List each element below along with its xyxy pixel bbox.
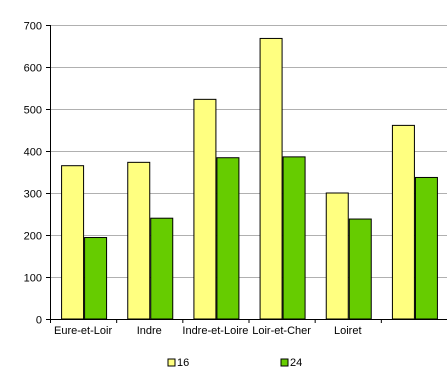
legend-swatch-16 (167, 358, 176, 367)
legend-label-24: 24 (290, 357, 302, 369)
bar-24-Loiret (348, 218, 372, 320)
bar-16-unlabeled (391, 124, 415, 320)
x-tick-label: Loiret (334, 325, 362, 337)
y-tick-label: 400 (24, 147, 42, 159)
legend-label-16: 16 (177, 357, 189, 369)
x-tick-label: Indre (137, 325, 162, 337)
bar-24-Indre (150, 217, 174, 320)
y-axis-ticks: 0 100 200 300 400 500 600 700 (24, 21, 51, 327)
gridlines (50, 25, 447, 278)
x-tick-label: Indre-et-Loire (182, 325, 248, 337)
bar-24-Eure-et-Loir (84, 237, 108, 320)
bar-16-Loir-et-Cher (259, 37, 283, 320)
y-tick-label: 0 (36, 315, 42, 327)
y-tick-label: 200 (24, 231, 42, 243)
bar-24-Loir-et-Cher (282, 156, 306, 320)
y-tick-label: 300 (24, 189, 42, 201)
bars (61, 37, 438, 320)
y-tick-label: 700 (24, 21, 42, 33)
bar-16-Indre-et-Loire (193, 98, 217, 320)
bar-16-Eure-et-Loir (61, 165, 85, 320)
legend: 16 24 (167, 357, 302, 369)
y-tick-label: 500 (24, 105, 42, 117)
bar-16-Loiret (325, 192, 349, 320)
x-tick-label: Loir-et-Cher (252, 325, 311, 337)
legend-swatch-24 (280, 358, 289, 367)
x-tick-label: Eure-et-Loir (54, 325, 112, 337)
y-tick-label: 600 (24, 63, 42, 75)
x-axis-labels: Eure-et-Loir Indre Indre-et-Loire Loir-et-C… (50, 319, 382, 337)
bar-24-Indre-et-Loire (216, 157, 240, 320)
bar-24-unlabeled (414, 176, 438, 320)
y-tick-label: 100 (24, 273, 42, 285)
bar-16-Indre (127, 161, 151, 320)
